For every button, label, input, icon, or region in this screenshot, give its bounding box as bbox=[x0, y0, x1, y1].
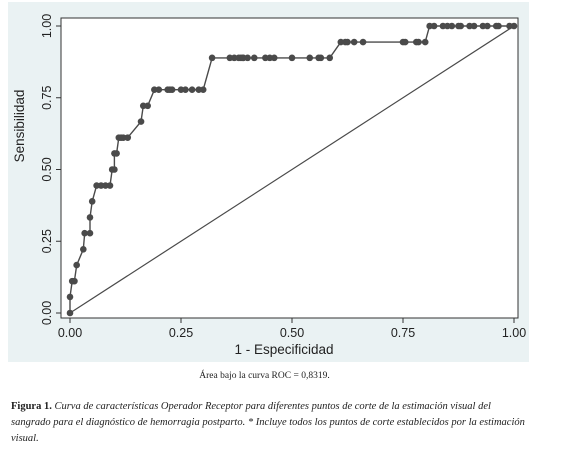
roc-curve-points bbox=[66, 22, 518, 317]
roc-point bbox=[359, 38, 367, 46]
plot-area bbox=[60, 17, 519, 319]
roc-point bbox=[306, 54, 314, 62]
roc-point bbox=[182, 86, 189, 94]
roc-point bbox=[317, 54, 325, 62]
roc-point bbox=[457, 22, 465, 30]
caption-label: Figura 1. bbox=[11, 401, 52, 412]
y-axis-ticks: 0.00 0.25 0.50 0.75 1.00 bbox=[40, 14, 61, 325]
roc-point bbox=[199, 86, 207, 94]
roc-point bbox=[510, 22, 518, 30]
roc-point bbox=[244, 54, 251, 62]
roc-point bbox=[168, 86, 176, 94]
x-axis-ticks: 0.00 0.25 0.50 0.75 1.00 bbox=[58, 318, 526, 340]
roc-point bbox=[71, 277, 78, 285]
roc-point bbox=[470, 22, 478, 30]
roc-point bbox=[188, 86, 196, 94]
x-tick-label: 0.00 bbox=[58, 326, 82, 340]
x-tick-label: 0.75 bbox=[391, 326, 415, 340]
roc-chart: 0.00 0.25 0.50 0.75 1.00 0.00 0.25 0.50 0.75 1.0… bbox=[12, 14, 526, 357]
roc-point bbox=[208, 54, 216, 62]
roc-point bbox=[80, 245, 87, 253]
roc-point bbox=[86, 229, 94, 237]
y-tick-label: 0.50 bbox=[40, 157, 54, 181]
roc-point bbox=[124, 134, 132, 141]
x-axis-label: 1 - Especificidad bbox=[234, 342, 333, 357]
roc-point bbox=[484, 22, 491, 30]
roc-point bbox=[66, 293, 74, 301]
y-tick-label: 1.00 bbox=[40, 14, 54, 38]
y-tick-label: 0.75 bbox=[40, 86, 54, 110]
roc-point bbox=[270, 54, 278, 62]
reference-diagonal-line bbox=[69, 25, 515, 314]
roc-point bbox=[106, 182, 114, 189]
caption-text: Curva de características Operador Recept… bbox=[11, 401, 525, 444]
roc-point bbox=[113, 150, 120, 157]
figure-caption: Figura 1. Curva de características Opera… bbox=[11, 399, 531, 447]
roc-point bbox=[250, 54, 258, 62]
x-tick-label: 0.25 bbox=[169, 326, 193, 340]
roc-point bbox=[88, 198, 96, 205]
roc-point bbox=[288, 54, 296, 62]
y-tick-label: 0.00 bbox=[40, 301, 54, 325]
roc-point bbox=[326, 54, 334, 62]
roc-point bbox=[81, 229, 88, 237]
roc-point bbox=[144, 102, 151, 110]
x-tick-label: 0.50 bbox=[280, 326, 304, 340]
y-tick-label: 0.25 bbox=[40, 229, 54, 253]
y-axis-label: Sensibilidad bbox=[12, 90, 27, 163]
roc-point bbox=[73, 261, 80, 269]
roc-point bbox=[430, 22, 438, 30]
roc-point bbox=[421, 38, 429, 46]
auc-note: Área bajo la curva ROC = 0,8319. bbox=[199, 371, 330, 381]
roc-point bbox=[401, 38, 409, 46]
roc-point bbox=[86, 214, 94, 221]
roc-figure: 0.00 0.25 0.50 0.75 1.00 0.00 0.25 0.50 0.75 1.0… bbox=[8, 2, 529, 362]
roc-point bbox=[415, 38, 422, 46]
roc-point bbox=[448, 22, 456, 30]
x-tick-label: 1.00 bbox=[502, 326, 526, 340]
roc-point bbox=[495, 22, 502, 30]
roc-point bbox=[137, 118, 145, 125]
roc-point bbox=[111, 166, 118, 173]
roc-point bbox=[344, 38, 351, 46]
roc-point bbox=[155, 86, 163, 94]
roc-point bbox=[66, 309, 74, 317]
roc-point bbox=[350, 38, 358, 46]
